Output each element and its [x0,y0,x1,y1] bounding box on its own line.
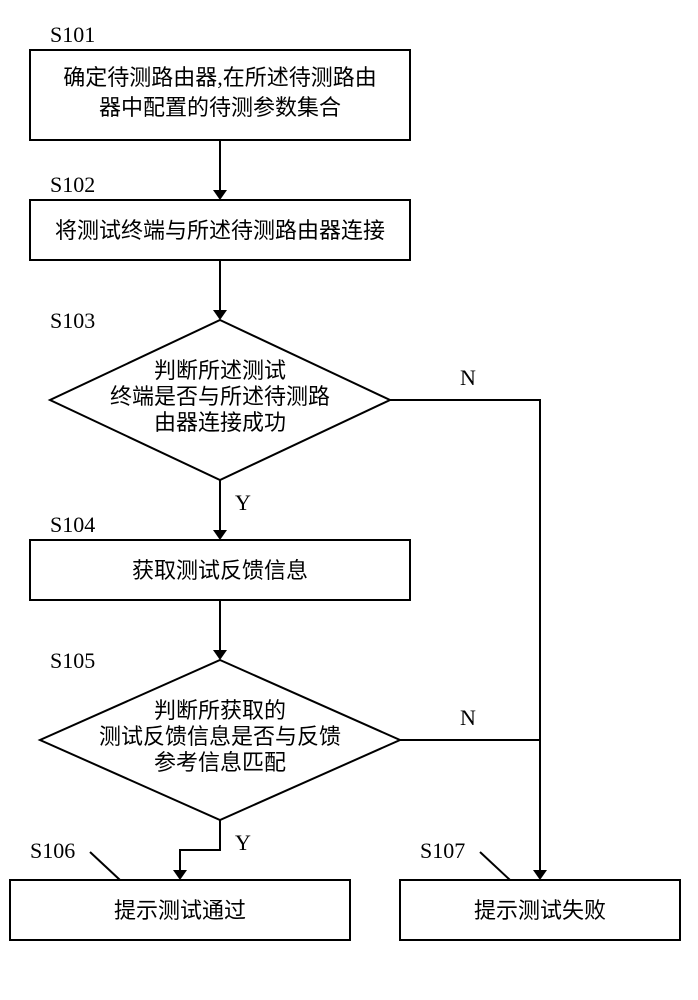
step-s103-text-1: 判断所述测试 [154,358,286,383]
step-s107-text: 提示测试失败 [474,898,606,923]
label-s107: S107 [420,838,465,863]
step-s105-text-3: 参考信息匹配 [154,750,286,775]
leader-s107 [480,852,510,880]
conn-s105-s106 [180,820,220,870]
arrow-s103-s104 [213,530,227,540]
step-s103-text-3: 由器连接成功 [154,410,286,435]
arrow-s102-s103 [213,310,227,320]
label-s106: S106 [30,838,75,863]
arrow-s103-s107 [533,870,547,880]
branch-s103-n: N [460,365,476,390]
step-s105-text-2: 测试反馈信息是否与反馈 [99,724,341,749]
conn-s103-s107 [390,400,540,870]
step-s101-text: 确定待测路由器,在所述待测路由 [63,65,377,90]
branch-s103-y: Y [235,490,251,515]
label-s103: S103 [50,308,95,333]
step-s105-text-1: 判断所获取的 [154,698,286,723]
step-s106-text: 提示测试通过 [114,898,246,923]
label-s104: S104 [50,512,95,537]
step-s104-text: 获取测试反馈信息 [132,558,308,583]
leader-s106 [90,852,120,880]
step-s102-text: 将测试终端与所述待测路由器连接 [55,218,385,243]
arrow-s104-s105 [213,650,227,660]
branch-s105-y: Y [235,830,251,855]
label-s105: S105 [50,648,95,673]
arrow-s101-s102 [213,190,227,200]
label-s102: S102 [50,172,95,197]
branch-s105-n: N [460,705,476,730]
step-s101-text-2: 器中配置的待测参数集合 [99,95,341,120]
step-s103-text-2: 终端是否与所述待测路 [110,384,330,409]
arrow-s105-s106 [173,870,187,880]
label-s101: S101 [50,22,95,47]
